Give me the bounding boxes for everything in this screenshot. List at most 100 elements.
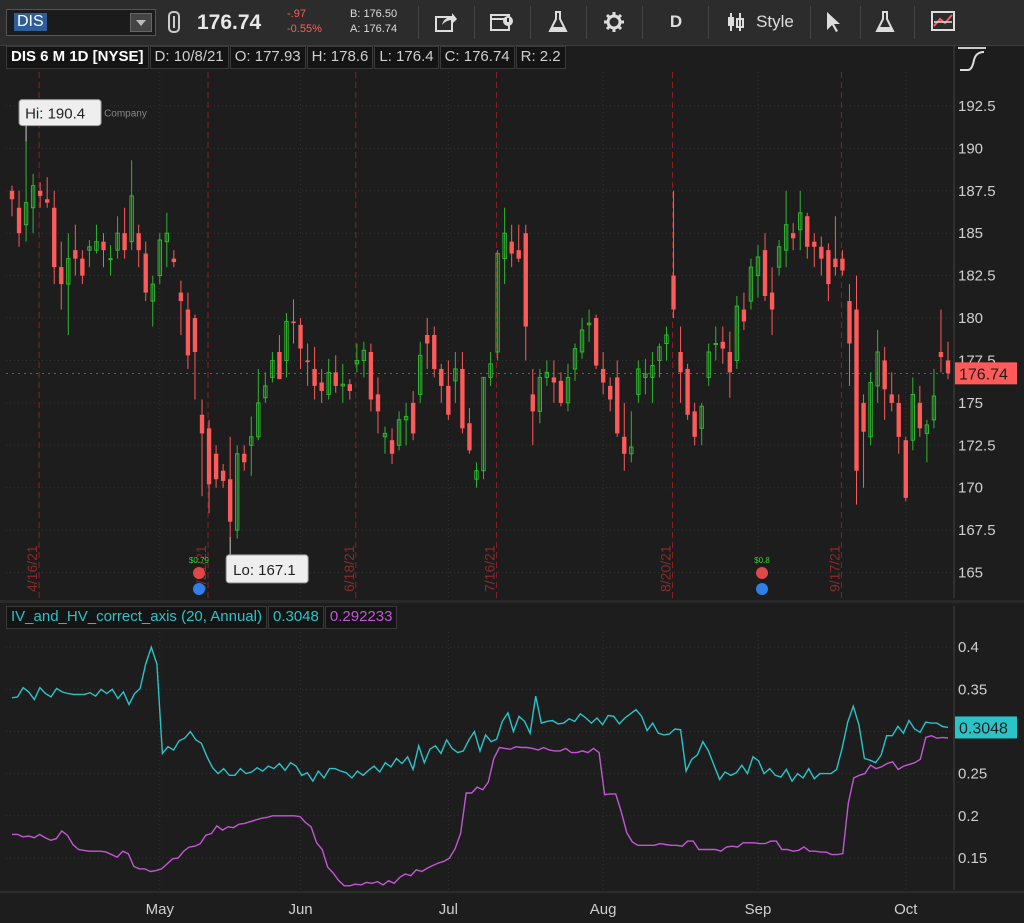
symbol-text[interactable]: DIS <box>14 13 47 31</box>
style-settings-icon[interactable] <box>956 46 988 74</box>
candle-body <box>481 376 486 472</box>
symbol-description[interactable]: DIS 6 M 1D [NYSE] <box>6 46 149 69</box>
candle-body <box>108 258 113 261</box>
candle-body <box>748 266 754 302</box>
timeframe-button[interactable]: D <box>669 12 683 31</box>
candle-body <box>375 394 381 412</box>
candle-body <box>129 195 134 243</box>
gear-icon[interactable] <box>596 8 632 36</box>
candle-body <box>59 267 64 285</box>
candle-body <box>199 414 205 434</box>
price-tick-label: 180 <box>958 310 983 327</box>
candle-body <box>671 275 676 310</box>
candle-body <box>80 258 85 276</box>
candle-body <box>446 385 451 415</box>
candle-body <box>664 334 669 344</box>
candle-body <box>298 324 303 349</box>
toolbar-divider <box>810 6 811 39</box>
candle-body <box>213 453 219 480</box>
candle-body <box>333 372 338 386</box>
candle-body <box>931 395 937 421</box>
candle-body <box>643 373 648 378</box>
candle-body <box>474 470 479 480</box>
candle-body <box>410 402 416 434</box>
candlestick-icon[interactable] <box>722 8 750 36</box>
candle-body <box>530 394 535 412</box>
toolbar: DIS 176.74 -.97 -0.55% B: 176.50 A: 176.… <box>0 0 1024 46</box>
candle-body <box>164 232 170 243</box>
indicator-tick-label: 0.4 <box>958 639 979 656</box>
candle-body <box>66 258 71 285</box>
candle-body <box>678 351 683 373</box>
indicator-tick-label: 0.35 <box>958 681 987 698</box>
candle-body <box>868 382 873 438</box>
candle-body <box>305 360 310 363</box>
candle-body <box>220 470 226 481</box>
candle-body <box>256 402 261 438</box>
iv-value-tag-label: 0.3048 <box>959 720 1008 737</box>
symbol-input[interactable]: DIS <box>6 9 156 36</box>
drawings-icon[interactable] <box>924 8 964 36</box>
price-tick-label: 185 <box>958 225 983 242</box>
candle-body <box>790 233 796 239</box>
candle-body <box>263 385 268 399</box>
price-tick-label: 182.5 <box>958 268 996 285</box>
candle-body <box>847 301 852 344</box>
price-tick-label: 190 <box>958 140 983 157</box>
flask-icon[interactable] <box>540 8 576 36</box>
bar-close: C: 176.74 <box>439 46 515 69</box>
toolbar-divider <box>530 6 531 39</box>
candle-body <box>171 258 177 263</box>
candle-body <box>467 423 472 451</box>
candle-body <box>516 250 521 259</box>
link-icon[interactable] <box>163 8 185 36</box>
earnings-icon <box>756 583 769 595</box>
candle-body <box>945 360 951 374</box>
candle-body <box>586 322 592 326</box>
candle-body <box>889 394 894 403</box>
candle-body <box>277 351 282 380</box>
symbol-dropdown-button[interactable] <box>130 13 152 32</box>
candle-body <box>150 283 155 302</box>
hv-value: 0.292233 <box>324 606 398 629</box>
price-tick-label: 187.5 <box>958 183 996 200</box>
indicator-name[interactable]: IV_and_HV_correct_axis (20, Annual) <box>6 606 267 629</box>
iv-value: 0.3048 <box>267 606 324 629</box>
price-tick-label: 177.5 <box>958 352 996 369</box>
candle-body <box>94 241 99 251</box>
candle-body <box>432 335 437 369</box>
share-icon[interactable] <box>428 8 464 36</box>
ask-price: A: 176.74 <box>350 23 398 35</box>
candle-body <box>572 348 578 370</box>
candle-body <box>812 241 817 247</box>
candle-body <box>319 382 324 391</box>
candle-body <box>312 368 317 386</box>
chart-alert-icon[interactable] <box>484 8 520 36</box>
candle-body <box>875 351 880 387</box>
style-menu-button[interactable]: Style <box>756 12 794 31</box>
candle-body <box>460 368 465 429</box>
indicator-tick-label: 0.15 <box>958 850 987 867</box>
price-tick-label: 165 <box>958 565 983 582</box>
candle-body <box>136 233 141 251</box>
panel-divider[interactable] <box>0 600 1024 603</box>
expiration-date-label: 9/17/21 <box>826 545 842 592</box>
candle-body <box>326 371 331 395</box>
dividend-label: $0.79 <box>189 556 210 565</box>
high-annotation <box>18 99 102 127</box>
candle-body <box>917 402 923 429</box>
cursor-icon[interactable] <box>818 8 848 36</box>
studies-flask-icon[interactable] <box>868 8 902 36</box>
candle-body <box>544 371 550 378</box>
iv-value-tag <box>955 716 1017 739</box>
candle-body <box>185 309 191 356</box>
bar-low: L: 176.4 <box>374 46 439 69</box>
bar-range: R: 2.2 <box>515 46 566 69</box>
candle-body <box>227 479 233 522</box>
expiration-date-label: 4/16/21 <box>24 545 40 592</box>
candle-body <box>657 346 662 361</box>
candle-body <box>396 419 402 446</box>
low-annotation <box>225 554 309 584</box>
price-tick-label: 172.5 <box>958 437 996 454</box>
